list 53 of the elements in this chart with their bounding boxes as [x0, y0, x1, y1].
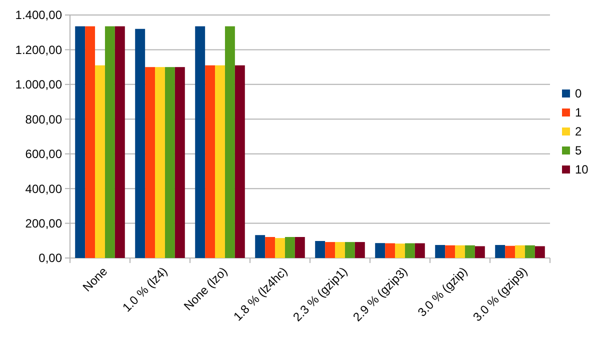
- bar: [505, 246, 516, 258]
- bar: [265, 237, 276, 258]
- bar: [435, 244, 446, 258]
- bar: [164, 67, 175, 258]
- bar: [495, 244, 506, 258]
- bar: [445, 245, 456, 258]
- bar: [455, 245, 465, 258]
- bar: [145, 67, 156, 258]
- bar: [464, 245, 475, 258]
- bar: [414, 243, 425, 258]
- bar: [284, 237, 295, 258]
- y-tick-label: 0,00: [38, 251, 62, 266]
- bar: [474, 246, 485, 258]
- bar: [155, 67, 165, 258]
- bar: [315, 240, 326, 258]
- bar: [404, 243, 415, 258]
- bar: [524, 245, 535, 258]
- y-tick-label: 400,00: [25, 182, 62, 196]
- bar: [385, 243, 396, 258]
- bar: [224, 26, 235, 258]
- bar: [95, 65, 105, 258]
- legend-label: 2: [575, 124, 582, 139]
- bar: [114, 26, 125, 258]
- bar: [205, 65, 216, 258]
- bar: [255, 235, 266, 258]
- legend-label: 1: [575, 106, 582, 120]
- bar: [344, 242, 355, 258]
- y-tick-label: 1.200,00: [15, 42, 62, 57]
- bar: [234, 65, 245, 258]
- bar: [215, 65, 225, 258]
- bar: [515, 245, 525, 258]
- legend-label: 10: [575, 162, 589, 177]
- y-tick-label: 600,00: [25, 147, 62, 162]
- bar: [534, 246, 545, 258]
- bar: [294, 237, 305, 258]
- bar: [75, 26, 86, 258]
- y-tick-label: 200,00: [25, 216, 62, 230]
- bar: [85, 26, 96, 258]
- bar: [195, 26, 206, 258]
- bar: [395, 244, 405, 258]
- y-tick-label: 1.000,00: [15, 78, 62, 92]
- bar: [104, 26, 115, 258]
- bar: [275, 238, 285, 258]
- bar: [174, 67, 185, 258]
- y-tick-label: 800,00: [25, 112, 62, 126]
- bar: [354, 242, 365, 258]
- legend-label: 5: [575, 144, 582, 158]
- legend-label: 0: [575, 86, 582, 101]
- bar: [335, 242, 345, 258]
- y-tick-label: 1.400,00: [15, 8, 62, 22]
- bar: [325, 242, 336, 258]
- bar: [375, 243, 386, 258]
- bar: [135, 28, 146, 258]
